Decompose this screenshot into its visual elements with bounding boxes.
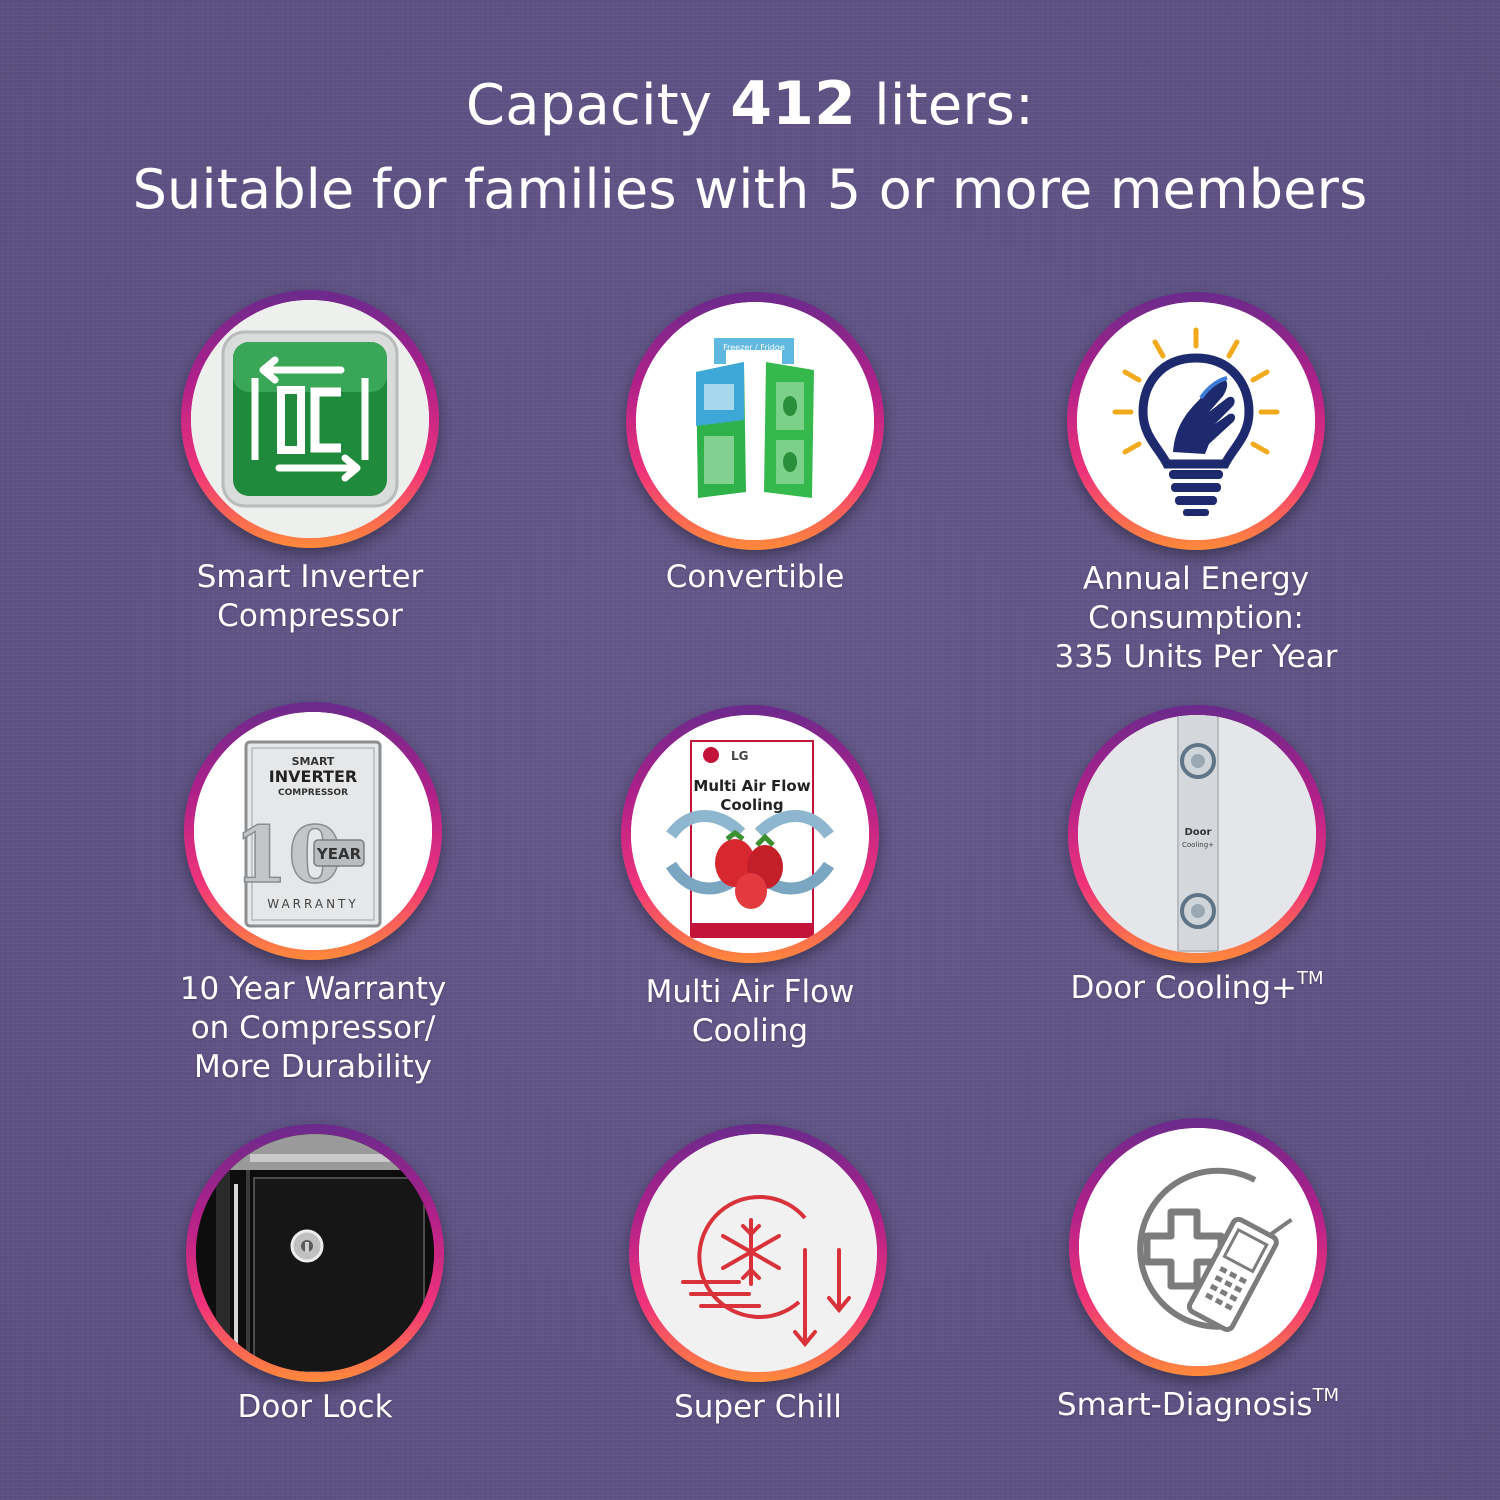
feature-label: Convertible [665, 559, 845, 595]
multi-air-flow-icon: LG Multi Air Flow Cooling [631, 715, 869, 953]
svg-text:SMART: SMART [292, 755, 335, 768]
feature-label: Smart-DiagnosisTM [1056, 1385, 1340, 1424]
svg-text:Cooling: Cooling [720, 796, 783, 814]
super-chill-snowflake-icon [639, 1134, 877, 1372]
capacity-prefix: Capacity [465, 73, 731, 138]
feature-label: Door Cooling+TM [1070, 968, 1324, 1007]
feature-label: 10 Year Warranty on Compressor/ More Dur… [179, 971, 447, 1085]
door-lock-icon [196, 1134, 434, 1372]
feature-label: Door Lock [237, 1389, 393, 1425]
headline-family-size: Suitable for families with 5 or more mem… [132, 158, 1368, 221]
feature-label: Annual Energy Consumption: 335 Units Per… [1054, 561, 1338, 675]
feature-label: Smart Inverter Compressor [196, 559, 424, 634]
convertible-fridge-icon: Freezer / Fridge [636, 302, 874, 540]
door-cooling-icon: Door Cooling+ [1078, 715, 1316, 953]
svg-text:Cooling+: Cooling+ [1182, 841, 1214, 849]
capacity-suffix: liters: [856, 73, 1035, 138]
headline: Capacity 412 liters: Suitable for famili… [0, 62, 1500, 232]
svg-text:LG: LG [731, 749, 749, 763]
headline-capacity: Capacity 412 liters: [0, 62, 1500, 148]
svg-text:Multi Air Flow: Multi Air Flow [693, 777, 810, 795]
feature-label: Multi Air Flow Cooling [645, 974, 855, 1049]
svg-text:Freezer / Fridge: Freezer / Fridge [723, 343, 785, 352]
energy-bulb-hand-icon [1077, 302, 1315, 540]
feature-label: Super Chill [674, 1389, 842, 1425]
svg-text:WARRANTY: WARRANTY [267, 897, 358, 911]
smart-diagnosis-icon [1079, 1128, 1317, 1366]
capacity-value: 412 [730, 69, 857, 139]
warranty-badge-icon: SMART INVERTER COMPRESSOR 10 YEAR WARRAN… [194, 712, 432, 950]
svg-text:YEAR: YEAR [316, 845, 362, 863]
svg-text:Door: Door [1185, 827, 1212, 838]
smart-inverter-ic-icon [191, 300, 429, 538]
svg-text:INVERTER: INVERTER [269, 767, 357, 786]
svg-text:COMPRESSOR: COMPRESSOR [278, 788, 348, 798]
